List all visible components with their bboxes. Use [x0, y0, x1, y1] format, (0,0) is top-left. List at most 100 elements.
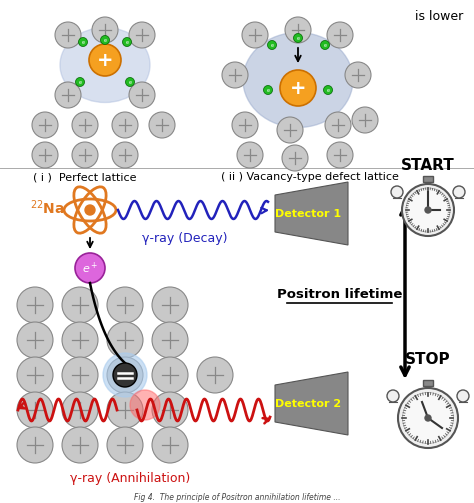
Bar: [423, 380, 433, 386]
Text: e: e: [79, 79, 82, 85]
Text: e: e: [266, 88, 270, 93]
Text: +: +: [290, 78, 306, 98]
Circle shape: [17, 287, 53, 323]
Circle shape: [100, 36, 109, 44]
Polygon shape: [275, 182, 348, 245]
Circle shape: [72, 142, 98, 168]
Circle shape: [113, 363, 137, 387]
Circle shape: [55, 22, 81, 48]
Circle shape: [62, 427, 98, 463]
Circle shape: [222, 62, 248, 88]
Circle shape: [352, 107, 378, 133]
Text: e: e: [297, 36, 300, 41]
Text: Detector 2: Detector 2: [275, 399, 341, 409]
Text: Detector 1: Detector 1: [275, 209, 341, 219]
Text: e: e: [327, 88, 329, 93]
Text: e: e: [128, 79, 131, 85]
Text: $e^+$: $e^+$: [82, 261, 98, 276]
Circle shape: [282, 145, 308, 171]
Circle shape: [152, 357, 188, 393]
Circle shape: [126, 77, 135, 87]
Circle shape: [79, 38, 88, 46]
Text: ( ii ) Vacancy-type defect lattice: ( ii ) Vacancy-type defect lattice: [221, 172, 399, 182]
Circle shape: [107, 287, 143, 323]
Circle shape: [425, 207, 431, 213]
Polygon shape: [275, 372, 348, 435]
Circle shape: [345, 62, 371, 88]
Circle shape: [285, 17, 311, 43]
Text: γ-ray (Annihilation): γ-ray (Annihilation): [70, 472, 190, 485]
Circle shape: [391, 186, 403, 198]
Circle shape: [152, 392, 188, 428]
Circle shape: [107, 357, 143, 393]
Circle shape: [402, 392, 454, 444]
Circle shape: [232, 112, 258, 138]
Text: γ-ray (Decay): γ-ray (Decay): [142, 232, 228, 245]
Circle shape: [152, 427, 188, 463]
Circle shape: [112, 142, 138, 168]
Circle shape: [130, 390, 160, 420]
Circle shape: [112, 112, 138, 138]
Text: e: e: [323, 42, 327, 47]
Circle shape: [325, 112, 351, 138]
Circle shape: [453, 186, 465, 198]
Circle shape: [85, 205, 95, 215]
Circle shape: [402, 184, 454, 236]
Circle shape: [152, 322, 188, 358]
Text: STOP: STOP: [405, 353, 451, 368]
Text: +: +: [97, 50, 113, 69]
Circle shape: [280, 70, 316, 106]
Circle shape: [152, 287, 188, 323]
Text: START: START: [401, 157, 455, 173]
Ellipse shape: [60, 28, 150, 103]
Circle shape: [242, 22, 268, 48]
Circle shape: [293, 34, 302, 42]
Circle shape: [103, 353, 147, 397]
Circle shape: [277, 117, 303, 143]
Circle shape: [197, 357, 233, 393]
Circle shape: [62, 287, 98, 323]
Circle shape: [129, 22, 155, 48]
Circle shape: [425, 415, 431, 421]
Text: Fig 4.  The principle of Positron annihilation lifetime ...: Fig 4. The principle of Positron annihil…: [134, 492, 340, 501]
Circle shape: [17, 357, 53, 393]
Ellipse shape: [243, 33, 353, 127]
Circle shape: [107, 427, 143, 463]
Circle shape: [237, 142, 263, 168]
Bar: [423, 176, 433, 182]
Text: e: e: [82, 40, 84, 44]
Text: e: e: [271, 42, 273, 47]
Circle shape: [327, 142, 353, 168]
Circle shape: [320, 41, 329, 49]
Circle shape: [17, 427, 53, 463]
Circle shape: [323, 86, 332, 95]
Circle shape: [267, 41, 276, 49]
Circle shape: [75, 77, 84, 87]
Circle shape: [89, 44, 121, 76]
Circle shape: [32, 142, 58, 168]
Circle shape: [32, 112, 58, 138]
Circle shape: [55, 82, 81, 108]
Circle shape: [72, 112, 98, 138]
Circle shape: [129, 82, 155, 108]
Text: is lower: is lower: [415, 10, 463, 23]
Circle shape: [17, 392, 53, 428]
Circle shape: [457, 390, 469, 402]
Circle shape: [149, 112, 175, 138]
Text: ( i )  Perfect lattice: ( i ) Perfect lattice: [33, 172, 137, 182]
Circle shape: [62, 392, 98, 428]
Circle shape: [62, 357, 98, 393]
Circle shape: [122, 38, 131, 46]
Text: Positron lifetime: Positron lifetime: [277, 289, 403, 301]
Text: e: e: [126, 40, 128, 44]
Text: e: e: [103, 38, 107, 42]
Circle shape: [92, 17, 118, 43]
Circle shape: [387, 390, 399, 402]
Circle shape: [406, 188, 450, 232]
Circle shape: [107, 392, 143, 428]
Circle shape: [398, 388, 458, 448]
Circle shape: [62, 322, 98, 358]
Circle shape: [107, 322, 143, 358]
Circle shape: [327, 22, 353, 48]
Circle shape: [264, 86, 273, 95]
